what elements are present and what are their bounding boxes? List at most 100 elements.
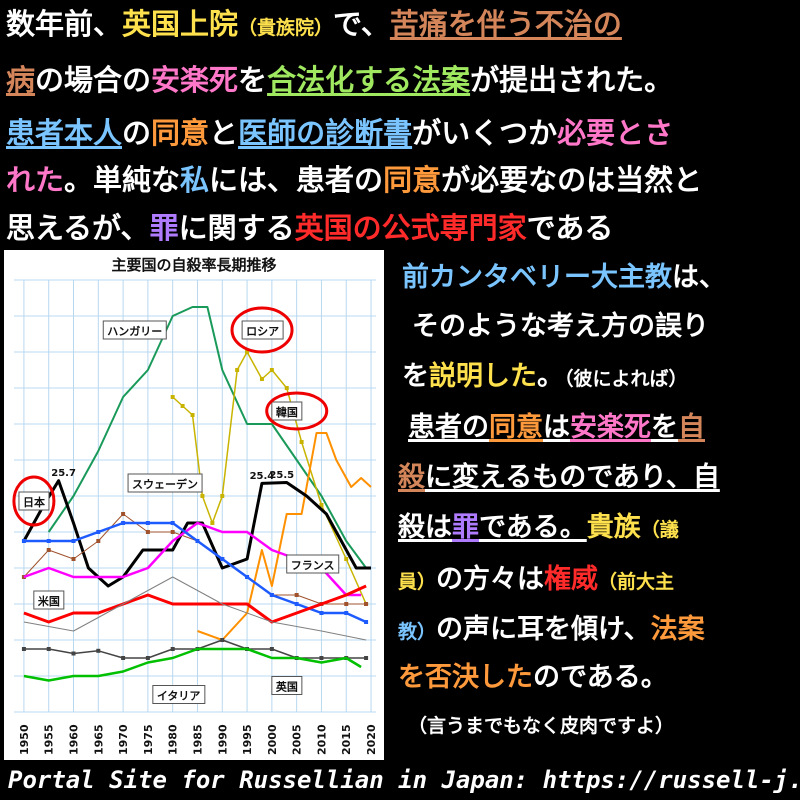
r1-segment-1: は、 [672, 262, 726, 293]
l3-segment-3: と [209, 116, 239, 150]
series-9-point-2 [71, 651, 76, 656]
highlight-circle-2 [265, 391, 329, 431]
series-9-point-5 [145, 656, 150, 660]
series-line-10 [23, 647, 362, 682]
r4-segment-0: 患者の [408, 412, 489, 443]
l3-segment-1: の [122, 116, 152, 150]
right-text-3: を説明した。（彼によれば） [402, 357, 688, 399]
r8-segment-2: 法案 [650, 614, 705, 645]
l4-segment-3: には、患者の [209, 163, 384, 197]
r1-segment-0: 前カンタベリー大主教 [402, 262, 672, 293]
right-text-4: 患者の同意は安楽死を自 [408, 408, 705, 448]
series-1-point-0 [170, 395, 175, 399]
r7-segment-2: 権威 [544, 564, 599, 595]
x-tick-1995: 1995 [241, 724, 254, 755]
l2-segment-3: を [238, 63, 268, 97]
series-4-point-2 [71, 557, 76, 561]
x-tick-1950: 1950 [18, 724, 31, 755]
text-line-4: れた。単純な私には、患者の同意が必要なのは当然と [6, 160, 702, 200]
series-6-point-5 [145, 521, 150, 525]
r4-segment-3: 安楽死 [570, 412, 651, 443]
r4-segment-5: 自 [678, 412, 705, 443]
series-line-7 [23, 584, 367, 624]
r6-segment-0: 殺 [398, 512, 425, 543]
series-4-point-4 [121, 512, 126, 516]
footer-url: Portal Site for Russellian in Japan: htt… [8, 766, 800, 794]
label-box-6 [33, 590, 65, 610]
series-line-3 [22, 479, 371, 588]
series-1-point-3 [200, 494, 205, 498]
l3-segment-0: 患者本人 [6, 116, 123, 150]
r8-segment-1: の声に耳を傾け、 [436, 614, 651, 645]
highlight-circle-1 [230, 306, 294, 354]
series-4-point-3 [96, 539, 101, 543]
x-tick-1985: 1985 [191, 724, 204, 755]
r6-segment-1: は [425, 512, 452, 543]
l3-segment-4: 医師の診断書 [238, 116, 413, 150]
label-box-5 [286, 554, 340, 574]
r5-segment-1: に変えるものであり、自 [425, 462, 720, 493]
r10-segment-0: （言うまでもなく皮肉ですよ） [408, 715, 675, 737]
label-box-8 [271, 676, 303, 695]
series-4-point-14 [364, 602, 369, 606]
r2-segment-0: そのような考え方の誤り [412, 311, 709, 342]
series-6-point-2 [71, 539, 76, 543]
r3-segment-0: を [402, 361, 429, 392]
series-6-point-4 [121, 521, 126, 525]
label-box-2 [271, 401, 303, 421]
x-tick-1970: 1970 [117, 724, 130, 755]
series-9-point-0 [21, 647, 26, 651]
x-tick-2010: 2010 [315, 724, 328, 755]
series-6-point-6 [170, 521, 175, 525]
l4-segment-5: が必要なのは当然と [441, 163, 703, 197]
x-tick-1990: 1990 [216, 724, 229, 755]
r4-segment-1: 同意 [489, 412, 543, 443]
series-4-point-6 [170, 530, 175, 534]
x-tick-1965: 1965 [92, 724, 105, 755]
series-label-4: スウェーデン [132, 477, 198, 491]
l2-segment-5: が提出された。 [470, 63, 674, 97]
r7-segment-0: 員） [398, 571, 437, 593]
suicide-rate-chart: 主要国の自殺率長期推移 ハンガリー ロシア 韓国 日本 スウェーデン フランス 米国 イタリア 英… [4, 250, 384, 760]
r3-segment-3: （彼によれば） [564, 368, 688, 390]
x-tick-1960: 1960 [68, 724, 81, 755]
l2-segment-4: 合法化する法案 [267, 63, 471, 97]
label-box-3 [18, 491, 50, 511]
series-6-point-12 [319, 611, 324, 615]
l4-segment-2: 私 [180, 163, 210, 197]
series-9-point-3 [96, 648, 101, 653]
series-6-point-9 [245, 575, 250, 579]
series-6-point-14 [364, 620, 369, 624]
series-1-point-8 [259, 377, 264, 381]
right-text-1: 前カンタベリー大主教は、 [402, 258, 726, 298]
series-9-point-12 [319, 656, 324, 660]
series-6-point-10 [269, 593, 274, 597]
series-label-5: フランス [291, 559, 335, 572]
label-box-1 [241, 320, 284, 340]
l1-segment-3: で、 [333, 7, 390, 41]
l4-segment-4: 同意 [383, 163, 442, 197]
r3-segment-1: 説明した [429, 361, 537, 392]
text-line-3: 患者本人の同意と医師の診断書がいくつか必要とさ [6, 113, 673, 153]
right-text-7: 員）の方々は権威（前大主 [398, 560, 674, 602]
x-tick-1975: 1975 [142, 724, 155, 755]
series-1-point-7 [245, 350, 250, 354]
series-4-point-11 [294, 593, 299, 597]
series-9-point-14 [364, 656, 369, 660]
l1-segment-0: 数年前、 [6, 7, 123, 41]
series-9-point-8 [220, 638, 225, 642]
r5-segment-0: 殺 [398, 462, 425, 493]
series-6-point-11 [294, 602, 299, 606]
r6-segment-5: （議 [640, 519, 679, 541]
r6-segment-3: である。 [479, 512, 587, 543]
l2-segment-2: 安楽死 [151, 63, 239, 97]
label-box-4 [127, 473, 203, 493]
l2-segment-1: の場合の [35, 63, 152, 97]
series-1-point-9 [269, 368, 274, 372]
series-1-point-5 [220, 494, 225, 498]
series-6-point-3 [96, 530, 101, 534]
l5-segment-0: 思えるが、 [6, 211, 150, 245]
right-text-10: （言うまでもなく皮肉ですよ） [408, 704, 674, 746]
annotation-1: 25.4 [250, 471, 275, 482]
